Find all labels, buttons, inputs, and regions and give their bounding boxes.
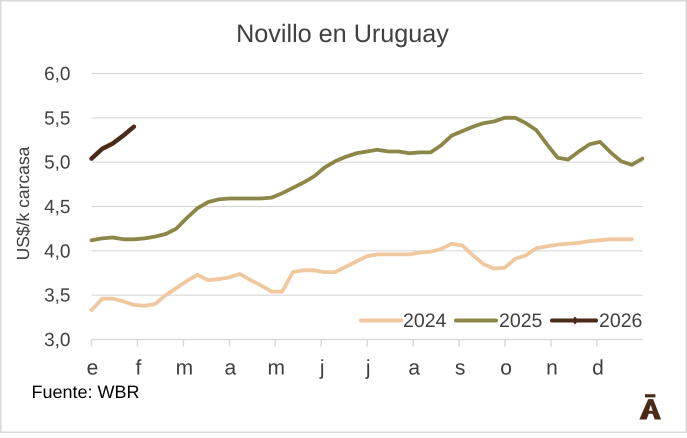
svg-text:2025: 2025 bbox=[499, 310, 543, 332]
svg-text:5,0: 5,0 bbox=[44, 153, 70, 174]
svg-text:n: n bbox=[546, 357, 558, 380]
svg-text:e: e bbox=[87, 357, 99, 380]
svg-text:5,5: 5,5 bbox=[44, 108, 70, 129]
svg-text:3,0: 3,0 bbox=[44, 330, 70, 351]
svg-text:2024: 2024 bbox=[403, 310, 447, 332]
svg-text:o: o bbox=[500, 357, 512, 380]
svg-text:a: a bbox=[225, 357, 237, 380]
svg-text:2026: 2026 bbox=[599, 310, 642, 332]
svg-text:4,5: 4,5 bbox=[44, 197, 70, 218]
svg-text:j: j bbox=[365, 357, 371, 380]
svg-text:6,0: 6,0 bbox=[44, 64, 70, 85]
svg-text:f: f bbox=[135, 357, 141, 380]
svg-text:4,0: 4,0 bbox=[44, 241, 70, 262]
svg-text:3,5: 3,5 bbox=[44, 286, 70, 307]
svg-text:m: m bbox=[176, 357, 194, 380]
svg-text:Fuente: WBR: Fuente: WBR bbox=[32, 382, 140, 402]
svg-text:a: a bbox=[408, 357, 420, 380]
svg-text:d: d bbox=[592, 357, 604, 380]
svg-text:Novillo en Uruguay: Novillo en Uruguay bbox=[236, 20, 449, 48]
svg-text:US$/k carcasa: US$/k carcasa bbox=[13, 146, 33, 260]
svg-text:m: m bbox=[268, 357, 286, 380]
svg-text:j: j bbox=[319, 357, 325, 380]
svg-text:s: s bbox=[455, 357, 466, 380]
